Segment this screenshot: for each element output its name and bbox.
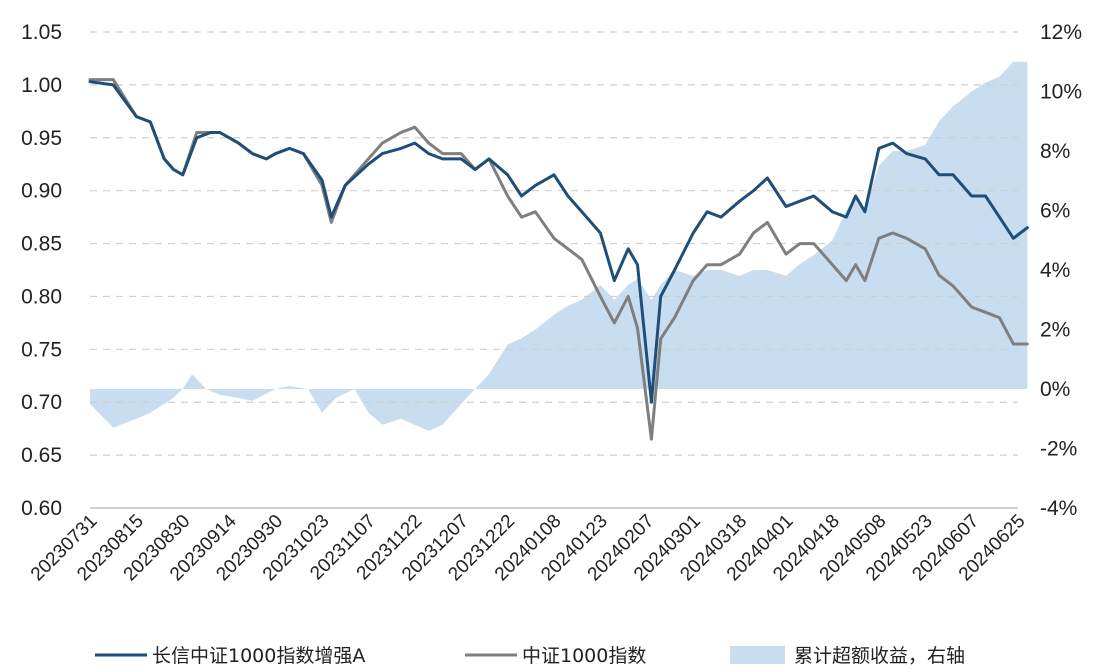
y-tick-label-left: 0.60 xyxy=(21,497,62,520)
legend-swatch xyxy=(730,646,785,664)
series-line-0 xyxy=(88,80,1029,404)
y-tick-label-right: 10% xyxy=(1040,81,1082,104)
y-tick-label-left: 0.95 xyxy=(21,127,62,150)
y-tick-label-right: 12% xyxy=(1040,21,1082,44)
y-tick-label-left: 0.75 xyxy=(21,338,62,361)
excess-return-area xyxy=(90,61,1028,431)
y-tick-label-right: 2% xyxy=(1040,319,1070,342)
y-tick-label-left: 1.00 xyxy=(21,74,62,97)
y-tick-label-left: 0.80 xyxy=(21,285,62,308)
y-tick-label-left: 0.85 xyxy=(21,233,62,256)
plot-area xyxy=(88,31,1029,509)
legend-label: 累计超额收益，右轴 xyxy=(794,645,965,667)
y-tick-label-left: 0.90 xyxy=(21,180,62,203)
x-axis: 2023073120230815202308302023091420230930… xyxy=(27,510,1030,585)
legend-label: 长信中证1000指数增强A xyxy=(152,645,365,667)
y-tick-label-left: 0.70 xyxy=(21,391,62,414)
y-tick-label-right: -4% xyxy=(1040,497,1077,520)
legend: 长信中证1000指数增强A 中证1000指数 累计超额收益，右轴 xyxy=(95,645,965,667)
y-axis-right: 12% 10% 8% 6% 4% 2% 0% -2% -4% xyxy=(1040,21,1082,520)
y-tick-label-left: 1.05 xyxy=(21,21,62,44)
y-tick-label-right: 8% xyxy=(1040,140,1070,163)
y-tick-label-left: 0.65 xyxy=(21,444,62,467)
y-tick-label-right: 6% xyxy=(1040,200,1070,223)
y-tick-label-right: 4% xyxy=(1040,259,1070,282)
y-tick-label-right: 0% xyxy=(1040,378,1070,401)
y-tick-label-right: -2% xyxy=(1040,438,1077,461)
legend-label: 中证1000指数 xyxy=(522,645,646,667)
y-axis-left: 1.05 1.00 0.95 0.90 0.85 0.80 0.75 0.70 0.65 0.60 xyxy=(21,21,62,520)
